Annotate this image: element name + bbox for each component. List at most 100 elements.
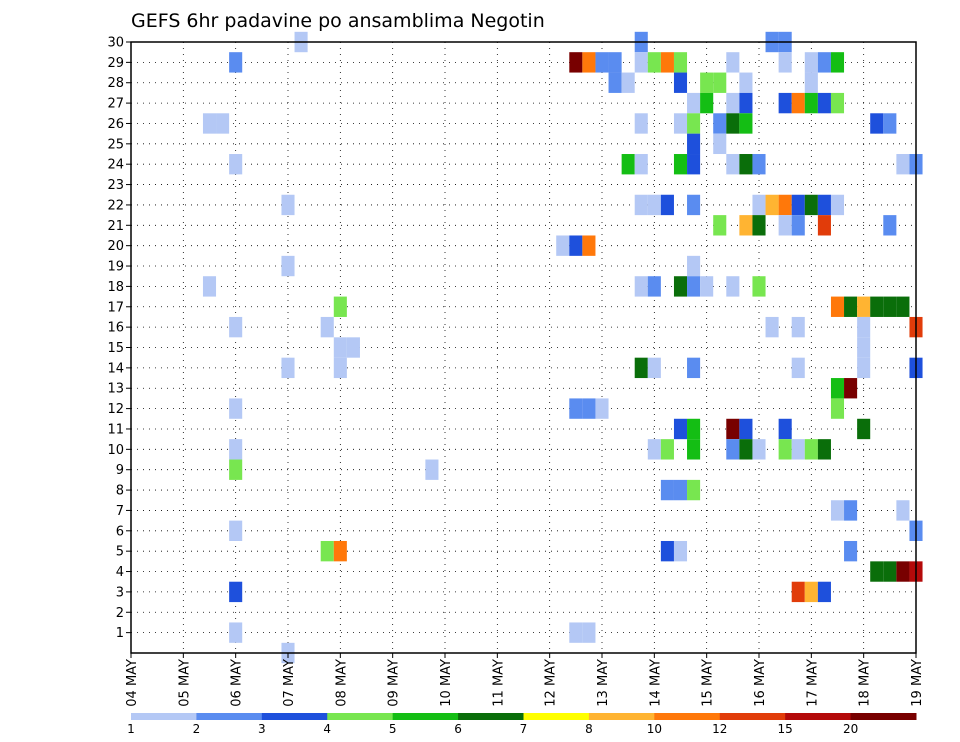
- y-tick-label: 27: [107, 97, 124, 112]
- legend-label: 10: [647, 722, 662, 736]
- heatmap-cell: [896, 296, 910, 317]
- heatmap-cell: [752, 439, 766, 460]
- heatmap-cell: [844, 296, 858, 317]
- heatmap-cell: [660, 540, 674, 562]
- heatmap-cell: [569, 398, 583, 419]
- heatmap-cell: [778, 52, 792, 73]
- y-tick-label: 26: [107, 117, 124, 132]
- legend-label: 15: [778, 722, 793, 736]
- heatmap-cell: [883, 113, 897, 134]
- heatmap-cell: [281, 357, 295, 379]
- heatmap-cell: [582, 52, 596, 73]
- heatmap-cell: [791, 194, 805, 216]
- heatmap-cell: [739, 439, 753, 460]
- heatmap-cell: [687, 439, 701, 460]
- heatmap-cell: [229, 52, 243, 73]
- heatmap-cell: [883, 215, 897, 236]
- y-tick-label: 6: [116, 524, 124, 539]
- heatmap-cell: [621, 154, 635, 175]
- y-tick-label: 29: [107, 56, 124, 71]
- heatmap-cell: [229, 398, 243, 419]
- heatmap-cell: [673, 540, 688, 562]
- y-tick-label: 25: [107, 137, 124, 152]
- x-tick-label: 07 MAY: [282, 659, 297, 707]
- heatmap-cell: [817, 194, 831, 216]
- x-tick-label: 04 MAY: [125, 659, 140, 707]
- legend-label: 4: [323, 722, 331, 736]
- heatmap-cell: [739, 92, 753, 114]
- heatmap-cell: [700, 72, 714, 93]
- legend-swatch: [392, 713, 459, 720]
- legend-swatch: [785, 713, 852, 720]
- x-tick-label: 09 MAY: [387, 659, 402, 707]
- heatmap-cell: [647, 357, 661, 379]
- heatmap-cell: [229, 622, 243, 643]
- heatmap-cell: [687, 357, 701, 379]
- y-tick-label: 7: [116, 504, 124, 519]
- heatmap-cell: [673, 72, 688, 93]
- heatmap-cell: [804, 194, 818, 216]
- y-tick-label: 18: [107, 280, 124, 295]
- heatmap-cell: [713, 215, 727, 236]
- heatmap-cell: [687, 92, 701, 114]
- heatmap-cell: [778, 439, 792, 460]
- legend-label: 2: [193, 722, 201, 736]
- legend-swatch: [654, 713, 721, 720]
- heatmap-cell: [229, 316, 243, 338]
- legend-swatch: [131, 713, 197, 720]
- legend-swatch: [458, 713, 524, 720]
- x-tick-label: 06 MAY: [230, 659, 245, 707]
- legend-swatch: [719, 713, 786, 720]
- heatmap-cell: [229, 581, 243, 603]
- heatmap-cell: [778, 215, 792, 236]
- y-tick-label: 17: [107, 300, 124, 315]
- heatmap-cell: [896, 154, 910, 175]
- legend: 1 2 3 4 5 6 7 8 10 12 15 20: [127, 713, 917, 736]
- heatmap-cell: [569, 235, 583, 256]
- heatmap-cell: [634, 194, 648, 216]
- heatmap-cell: [687, 276, 701, 297]
- heatmap-cell: [817, 215, 831, 236]
- y-tick-label: 14: [107, 361, 124, 376]
- heatmap-cell: [673, 418, 688, 440]
- y-tick-label: 1: [116, 626, 124, 641]
- heatmap-cell: [817, 52, 831, 73]
- heatmap-cell: [857, 296, 871, 317]
- heatmap-cell: [229, 439, 243, 460]
- x-tick-label: 12 MAY: [544, 659, 559, 707]
- heatmap-cell: [752, 154, 766, 175]
- heatmap-cell: [778, 194, 792, 216]
- heatmap-cell: [634, 276, 648, 297]
- heatmap-cell: [804, 439, 818, 460]
- heatmap-cell: [425, 459, 439, 480]
- heatmap-cell: [752, 194, 766, 216]
- y-tick-label: 19: [107, 260, 124, 275]
- heatmap-cell: [229, 154, 243, 175]
- heatmap-cell: [765, 316, 779, 338]
- heatmap-cell: [883, 296, 897, 317]
- heatmap-cell: [634, 52, 648, 73]
- heatmap-cell: [804, 72, 818, 93]
- heatmap-cell: [830, 378, 845, 399]
- heatmap-cell: [726, 52, 740, 73]
- heatmap-cell: [765, 194, 779, 216]
- x-tick-label: 05 MAY: [177, 659, 192, 707]
- heatmap-cell: [333, 296, 347, 317]
- heatmap-cell: [844, 540, 858, 562]
- legend-swatch: [327, 713, 394, 720]
- heatmap-cell: [726, 439, 740, 460]
- heatmap-cell: [830, 500, 845, 521]
- heatmap-cell: [660, 479, 674, 501]
- heatmap-cell: [687, 479, 701, 501]
- y-tick-label: 23: [107, 178, 124, 193]
- heatmap-cell: [647, 439, 661, 460]
- heatmap-cell: [281, 255, 295, 277]
- heatmap-cell: [726, 154, 740, 175]
- y-tick-label: 11: [107, 422, 124, 437]
- heatmap-cell: [830, 92, 845, 114]
- y-tick-label: 20: [107, 239, 124, 254]
- heatmap-cell: [660, 194, 674, 216]
- heatmap-cell: [229, 520, 243, 541]
- heatmap-cell: [673, 154, 688, 175]
- heatmap-cell: [870, 561, 884, 582]
